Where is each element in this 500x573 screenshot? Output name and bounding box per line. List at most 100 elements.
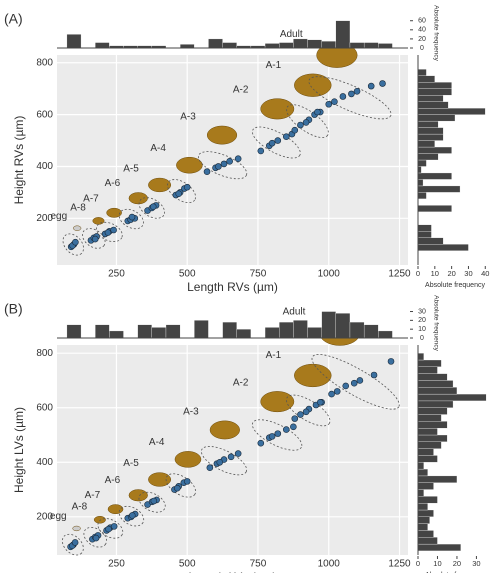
right-hist-tick-label: 0 <box>416 559 420 568</box>
histogram-bar <box>417 543 461 552</box>
data-point <box>316 398 324 406</box>
histogram-bar <box>417 172 452 180</box>
stage-label: A-2 <box>233 377 249 388</box>
histogram-bar <box>321 41 336 49</box>
histogram-bar <box>417 179 424 187</box>
data-point <box>105 525 112 533</box>
histogram-bar <box>417 434 448 442</box>
histogram-bar <box>417 82 452 89</box>
right-hist-tick-label: 20 <box>447 269 455 278</box>
top-hist-axis-title: Absolute frequency <box>432 5 439 61</box>
y-tick-label: 800 <box>36 57 53 68</box>
histogram-bar <box>378 43 393 49</box>
stage-ellipse <box>198 151 248 180</box>
histogram-bar <box>417 462 424 470</box>
stage-label: A-1 <box>266 350 282 361</box>
histogram-bar <box>349 42 365 49</box>
histogram-bar <box>417 414 442 422</box>
histogram-bar <box>417 75 435 83</box>
data-point <box>206 464 214 472</box>
y-tick-label: 200 <box>36 213 53 224</box>
stage-label: A-7 <box>83 193 99 204</box>
top-hist-tick-label: 20 <box>418 36 426 43</box>
panel-label: (A) <box>4 11 23 27</box>
stage-label: A-4 <box>150 143 166 154</box>
histogram-bar <box>417 393 487 402</box>
specimen-icon <box>260 98 295 120</box>
right-hist-tick-label: 10 <box>431 269 439 278</box>
stage-label: A-3 <box>180 112 196 123</box>
top-hist-tick-label: 0 <box>420 45 424 52</box>
top-hist-tick-label: 10 <box>418 326 426 333</box>
histogram-bar <box>279 321 294 339</box>
histogram-bar <box>137 324 152 339</box>
y-tick-label: 600 <box>36 109 53 120</box>
data-point <box>282 426 290 433</box>
x-tick-label: 1250 <box>388 559 411 570</box>
stage-label: egg <box>50 211 67 222</box>
specimen-icon <box>92 217 105 225</box>
data-point <box>227 453 235 461</box>
right-hist-tick-label: 20 <box>453 559 461 568</box>
y-tick-label: 200 <box>36 511 53 522</box>
histogram-bar <box>417 441 442 449</box>
histogram-bar <box>417 114 456 122</box>
histogram-bar <box>417 366 438 374</box>
data-point <box>215 163 222 170</box>
y-tick-label: 400 <box>36 161 53 172</box>
histogram-bar <box>417 468 428 477</box>
data-point <box>174 484 181 492</box>
histogram-bar <box>417 428 438 436</box>
x-tick-label: 750 <box>250 269 267 280</box>
specimen-icon <box>148 177 172 193</box>
specimen-icon <box>174 451 202 468</box>
stage-label: A-3 <box>183 407 199 418</box>
histogram-bar <box>95 42 110 49</box>
right-hist-axis-title: Absolute frequency <box>425 282 485 289</box>
stage-label: A-8 <box>72 501 88 512</box>
data-point <box>220 160 228 168</box>
stage-ellipse <box>200 446 248 476</box>
histogram-bar <box>222 42 237 49</box>
data-point <box>348 90 355 98</box>
histogram-bar <box>66 34 82 49</box>
histogram-bar <box>293 320 308 339</box>
histogram-bar <box>151 327 167 339</box>
histogram-bar <box>417 475 458 483</box>
histogram-bar <box>417 387 458 395</box>
data-point <box>104 229 112 236</box>
stage-ellipse <box>308 76 392 120</box>
histogram-bar <box>417 231 432 238</box>
histogram-bar <box>236 329 252 339</box>
stage-ellipse <box>62 233 84 256</box>
data-point <box>342 382 350 390</box>
histogram-bar <box>417 185 461 193</box>
data-point <box>325 100 333 108</box>
histogram-bar <box>417 448 434 456</box>
histogram-bar <box>417 421 448 429</box>
histogram-bar <box>417 373 448 381</box>
data-point <box>274 137 282 144</box>
stage-ellipse <box>138 491 166 513</box>
histogram-bar <box>264 43 280 49</box>
histogram-bar <box>417 120 439 128</box>
histogram-bar <box>363 324 379 339</box>
specimen-icon <box>206 125 238 145</box>
histogram-bar <box>417 503 428 511</box>
histogram-bar <box>335 313 351 339</box>
data-point <box>128 213 136 221</box>
x-tick-label: 500 <box>179 269 196 280</box>
top-hist-tick-label: 0 <box>420 335 424 342</box>
x-tick-label: 250 <box>108 559 125 570</box>
stage-label: egg <box>50 511 67 522</box>
histogram-bar <box>417 244 469 251</box>
specimen-icon <box>209 420 240 440</box>
data-point <box>268 139 276 147</box>
data-point <box>216 458 224 466</box>
stage-ellipse <box>82 228 106 249</box>
histogram-bar <box>222 321 237 339</box>
stage-label: Adult <box>283 307 306 318</box>
histogram-bar <box>417 359 442 367</box>
stage-ellipse <box>61 533 84 556</box>
data-point <box>203 168 211 175</box>
